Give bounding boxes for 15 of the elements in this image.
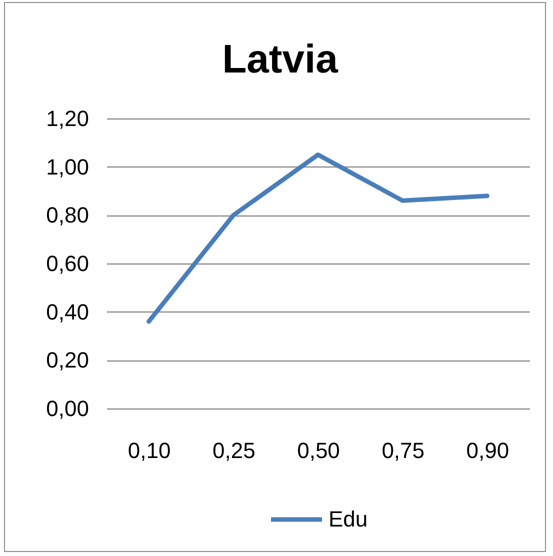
line-series	[146, 152, 490, 324]
y-tick-label: 0,80	[46, 202, 89, 228]
legend-label: Edu	[328, 506, 368, 532]
x-tick-label: 0,50	[297, 438, 340, 463]
x-tick-label: 0,75	[382, 438, 425, 463]
x-tick-label: 0,90	[466, 438, 510, 463]
y-tick-label: 0,60	[46, 251, 89, 276]
chart-title: Latvia	[222, 38, 339, 82]
x-tick-label: 0,10	[128, 438, 171, 463]
x-tick-label: 0,25	[212, 438, 256, 463]
y-tick-label: 0,20	[46, 348, 89, 373]
y-tick-label: 0,40	[46, 299, 89, 324]
y-tick-label: 0,00	[46, 396, 89, 421]
y-tick-label: 1,20	[46, 106, 89, 131]
y-tick-label: 1,00	[46, 154, 89, 180]
